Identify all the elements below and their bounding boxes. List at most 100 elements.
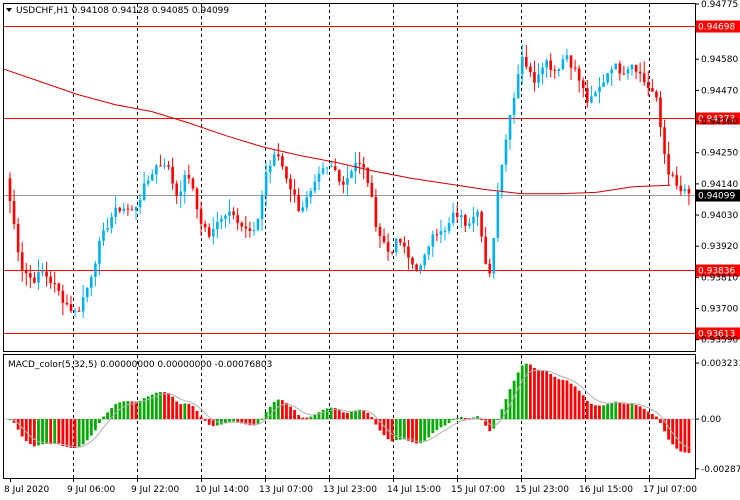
candle-body bbox=[122, 208, 126, 212]
candle-body bbox=[41, 271, 44, 273]
candle-body bbox=[594, 92, 597, 97]
macd-bar bbox=[333, 407, 337, 420]
macd-bar bbox=[45, 419, 48, 444]
candles bbox=[8, 44, 691, 319]
candle-body bbox=[642, 73, 646, 83]
candle-body bbox=[171, 166, 174, 184]
candle-body bbox=[256, 219, 260, 230]
macd-bar bbox=[687, 419, 691, 453]
macd-bar bbox=[443, 419, 447, 426]
candle-body bbox=[338, 170, 341, 182]
candle-body bbox=[264, 172, 268, 196]
candle-body bbox=[65, 302, 69, 305]
macd-bar bbox=[634, 405, 638, 420]
candle-body bbox=[16, 224, 20, 253]
candle-body bbox=[370, 182, 374, 197]
current-price-tag bbox=[696, 189, 740, 202]
macd-bar bbox=[516, 372, 520, 420]
macd-bar bbox=[500, 409, 504, 420]
macd-bar bbox=[492, 419, 496, 429]
macd-tick-label: -0.002871 bbox=[701, 465, 740, 475]
macd-bar bbox=[199, 416, 203, 420]
macd-bar bbox=[650, 414, 654, 420]
macd-title: MACD_color(5,32,5) 0.00000000 0.00000000… bbox=[8, 360, 272, 370]
candle-body bbox=[118, 207, 122, 212]
macd-bar bbox=[85, 419, 89, 441]
candle-body bbox=[451, 212, 455, 224]
macd-bar bbox=[589, 403, 593, 420]
macd-bar bbox=[130, 401, 134, 420]
candle-body bbox=[464, 215, 467, 226]
macd-bar bbox=[638, 406, 642, 420]
candle-body bbox=[272, 154, 276, 166]
candle-body bbox=[146, 180, 150, 184]
macd-bar bbox=[163, 392, 166, 420]
candle-body bbox=[325, 167, 329, 169]
candle-body bbox=[557, 69, 561, 71]
macd-bar bbox=[626, 403, 630, 420]
price-panel[interactable] bbox=[3, 3, 696, 352]
candle-body bbox=[114, 207, 118, 217]
macd-bar bbox=[642, 408, 646, 420]
candle-body bbox=[73, 310, 77, 312]
candle-body bbox=[577, 68, 581, 81]
x-tick-label: 15 Jul 23:00 bbox=[515, 485, 569, 495]
candle-body bbox=[342, 181, 345, 185]
macd-bar bbox=[541, 370, 544, 420]
macd-bar bbox=[297, 415, 301, 420]
y-tick-label: 0.93920 bbox=[701, 242, 738, 252]
price-axis: 0.94775 0.94580 0.94470 0.94360 0.94250 0.941… bbox=[695, 0, 740, 475]
candle-body bbox=[606, 73, 609, 83]
candle-body bbox=[610, 69, 613, 74]
macd-bar bbox=[154, 392, 158, 420]
candle-body bbox=[374, 196, 378, 227]
macd-bar bbox=[244, 419, 248, 425]
macd-bar bbox=[667, 419, 671, 440]
level-tag bbox=[696, 112, 740, 125]
candle-body bbox=[390, 251, 394, 253]
candle-body bbox=[382, 236, 386, 243]
y-tick-label: 0.94360 bbox=[701, 118, 738, 128]
candle-body bbox=[248, 228, 252, 231]
y-tick-label: 0.93590 bbox=[701, 336, 738, 346]
macd-bar bbox=[341, 412, 345, 420]
candle-body bbox=[427, 246, 431, 255]
macd-bar bbox=[118, 402, 122, 420]
x-tick-label: 14 Jul 15:00 bbox=[387, 485, 441, 495]
candle-body bbox=[663, 127, 666, 155]
candle-body bbox=[459, 215, 463, 217]
time-axis: 8 Jul 2020 9 Jul 06:00 9 Jul 22:00 10 Jul 1… bbox=[4, 478, 697, 495]
candle-body bbox=[179, 191, 183, 196]
macd-bar bbox=[455, 418, 459, 420]
macd-bar bbox=[435, 419, 439, 431]
macd-bar bbox=[659, 419, 662, 424]
macd-bar bbox=[594, 405, 597, 420]
candle-body bbox=[346, 178, 349, 185]
macd-bar bbox=[346, 412, 349, 420]
macd-bar bbox=[77, 419, 81, 448]
macd-bar bbox=[114, 404, 118, 420]
chart-title: USDCHF,H1 0.94108 0.94128 0.94085 0.9409… bbox=[16, 6, 229, 16]
candle-body bbox=[504, 139, 508, 165]
x-tick-label: 13 Jul 07:00 bbox=[259, 485, 313, 495]
candle-body bbox=[313, 181, 317, 191]
candle-body bbox=[281, 156, 284, 167]
macd-bar bbox=[431, 419, 435, 434]
candle-body bbox=[508, 114, 512, 140]
y-tick-label: 0.94775 bbox=[701, 0, 738, 10]
y-tick-label: 0.93700 bbox=[701, 305, 738, 315]
candle-body bbox=[549, 60, 553, 70]
candle-body bbox=[565, 55, 569, 60]
candle-body bbox=[45, 271, 48, 277]
macd-bar bbox=[350, 412, 353, 420]
candle-body bbox=[411, 257, 414, 265]
level-tag bbox=[696, 327, 740, 340]
macd-bar bbox=[179, 404, 183, 420]
macd-bar bbox=[73, 419, 77, 448]
macd-bar bbox=[224, 419, 227, 424]
candle-body bbox=[435, 234, 439, 236]
candle-body bbox=[496, 192, 500, 238]
macd-bar bbox=[159, 392, 162, 420]
candle-body bbox=[77, 310, 81, 312]
